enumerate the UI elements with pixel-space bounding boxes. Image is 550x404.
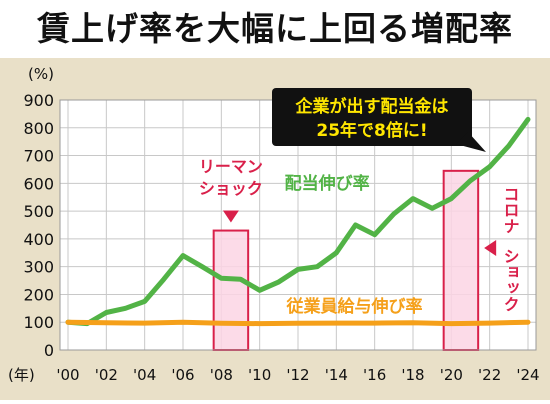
x-tick-label: '18 xyxy=(401,366,424,384)
line-chart: 0 100 200 300 400 500 600 700 800 900 '00 '02 '04 '06… xyxy=(8,65,540,384)
x-tick-label: '12 xyxy=(286,366,309,384)
x-tick-label: '14 xyxy=(325,366,348,384)
data-point xyxy=(411,196,415,201)
x-tick-label: '04 xyxy=(133,366,156,384)
data-point xyxy=(219,276,224,281)
annotation-lehman-line2: ショック xyxy=(199,179,263,198)
axes: 0 100 200 300 400 500 600 700 800 900 '00 '02 '04 '06… xyxy=(23,91,539,384)
y-tick-label: 100 xyxy=(23,313,54,332)
x-tick-label: '00 xyxy=(56,366,79,384)
data-point xyxy=(123,306,128,311)
data-point xyxy=(104,310,109,315)
data-point xyxy=(296,267,300,272)
x-tick-label: '20 xyxy=(440,366,463,384)
annotation-corona-line1: コロナ xyxy=(501,186,520,234)
y-tick-label: 0 xyxy=(44,341,54,360)
chart-title: 賃上げ率を大幅に上回る増配率 xyxy=(37,9,513,48)
data-point xyxy=(142,299,147,304)
data-point xyxy=(372,321,377,326)
y-tick-label: 300 xyxy=(23,258,54,277)
data-point xyxy=(104,320,109,325)
annotation-corona-line2: ショック xyxy=(501,248,520,312)
chart-panel: 0 100 200 300 400 500 600 700 800 900 '00 '02 '04 '06… xyxy=(0,58,550,400)
data-point xyxy=(334,250,339,255)
series-lines xyxy=(65,116,531,327)
y-tick-label: 900 xyxy=(23,91,54,110)
callout-line2: 25年で8倍に! xyxy=(316,120,427,141)
data-point xyxy=(66,320,70,325)
corona-arrow-icon xyxy=(484,240,497,256)
data-point xyxy=(353,223,358,227)
highlight-region xyxy=(212,229,250,351)
series-label-salary: 従業員給与伸び率 xyxy=(286,296,423,317)
callout-pointer-icon xyxy=(456,132,486,152)
data-point xyxy=(238,277,243,282)
lehman-arrow-icon xyxy=(222,210,239,223)
data-point xyxy=(296,321,300,326)
y-tick-label: 700 xyxy=(23,147,54,166)
data-point xyxy=(257,288,262,293)
data-point xyxy=(334,321,339,326)
callout-box xyxy=(272,88,472,146)
data-point xyxy=(219,321,224,326)
x-unit-label: (年) xyxy=(8,366,35,384)
y-tick-label: 600 xyxy=(23,174,54,193)
x-tick-label: '08 xyxy=(210,366,233,384)
y-tick-label: 200 xyxy=(23,285,54,304)
x-tick-label: '02 xyxy=(95,366,118,384)
data-point xyxy=(161,277,166,282)
data-point xyxy=(181,253,185,258)
series-label-dividend: 配当伸び率 xyxy=(285,173,370,194)
data-point xyxy=(142,321,147,326)
x-tick-label: '24 xyxy=(516,366,539,384)
data-point xyxy=(449,196,454,201)
data-point xyxy=(200,264,205,269)
x-tick-label: '10 xyxy=(248,366,271,384)
x-tick-label: '06 xyxy=(171,366,194,384)
y-unit-label: (%) xyxy=(28,65,54,83)
annotation-lehman-line1: リーマン xyxy=(199,157,263,176)
data-point xyxy=(506,143,511,148)
y-tick-label: 500 xyxy=(23,202,54,221)
y-tick-label: 400 xyxy=(23,230,54,249)
data-point xyxy=(181,320,185,325)
x-tick-label: '22 xyxy=(478,366,501,384)
data-point xyxy=(411,320,415,325)
data-point xyxy=(276,279,281,284)
y-tick-label: 800 xyxy=(23,119,54,138)
data-point xyxy=(391,211,396,216)
callout-line1: 企業が出す配当金は xyxy=(295,96,449,117)
data-point xyxy=(430,206,435,211)
data-point xyxy=(372,232,377,237)
data-point xyxy=(487,164,492,169)
data-point xyxy=(487,321,492,326)
x-tick-label: '16 xyxy=(363,366,386,384)
data-point xyxy=(315,264,320,269)
data-point xyxy=(526,320,530,325)
data-point xyxy=(468,178,473,183)
data-point xyxy=(449,321,454,326)
data-point xyxy=(526,117,530,122)
data-point xyxy=(257,321,262,326)
